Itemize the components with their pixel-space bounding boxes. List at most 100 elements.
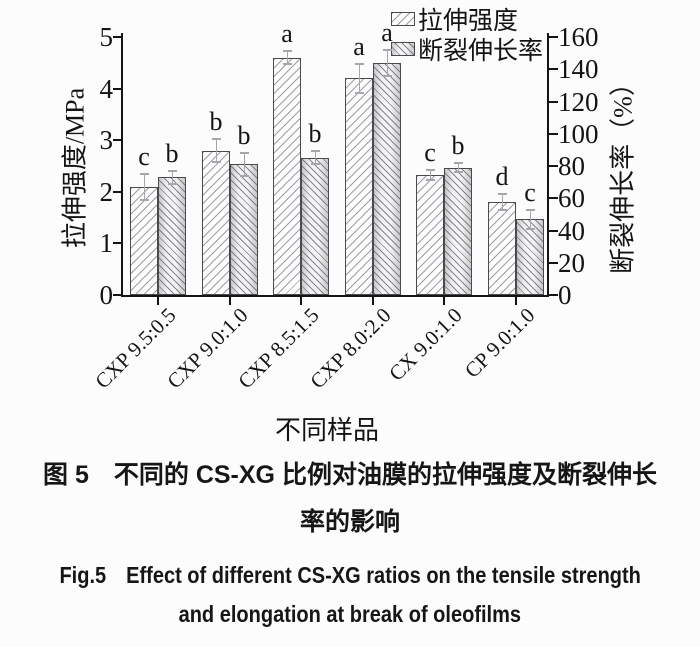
error-bar-cap-bottom — [311, 163, 320, 166]
error-bar — [458, 162, 459, 173]
error-bar-cap-top — [240, 152, 249, 155]
significance-letter: c — [424, 137, 436, 167]
error-bar-cap-top — [454, 161, 463, 164]
error-bar-cap-top — [283, 50, 292, 53]
bar-tensile-4 — [345, 78, 373, 295]
error-bar — [430, 169, 431, 180]
error-bar-cap-top — [526, 208, 535, 211]
right-axis-tick — [549, 294, 558, 296]
error-bar-cap-top — [311, 150, 320, 153]
legend-label-elongation: 断裂伸长率 — [418, 38, 544, 65]
x-axis-category-label: CP 9.0:1.0 — [459, 303, 539, 383]
left-axis-tick — [113, 87, 122, 90]
bar-elongation-2 — [230, 164, 258, 295]
x-axis-tick — [157, 297, 159, 305]
error-bar — [502, 194, 503, 210]
right-axis-tick — [549, 36, 558, 38]
bar-tensile-6 — [488, 202, 516, 295]
error-bar — [144, 173, 145, 200]
x-axis-tick — [300, 297, 302, 305]
legend-item-elongation: 断裂伸长率 — [391, 34, 544, 65]
legend-swatch-elongation-hatch-icon — [391, 42, 415, 56]
error-bar-cap-top — [426, 168, 435, 171]
right-axis-tick-label: 120 — [558, 86, 599, 117]
bar-tensile-5 — [416, 174, 444, 295]
left-axis-tick-label: 4 — [99, 73, 114, 104]
right-axis-tick — [549, 261, 558, 264]
left-axis-tick-label: 3 — [99, 125, 114, 156]
error-bar-cap-top — [212, 138, 221, 141]
bar-elongation-6 — [516, 219, 544, 295]
error-bar-cap-bottom — [426, 178, 435, 181]
x-axis-title: 不同样品 — [274, 416, 380, 445]
bar-elongation-4 — [373, 62, 401, 295]
error-bar-cap-bottom — [454, 171, 463, 174]
error-bar-cap-bottom — [355, 91, 364, 94]
left-axis-tick-label: 5 — [99, 22, 114, 52]
significance-letter: c — [138, 141, 150, 171]
significance-letter: b — [209, 107, 223, 137]
right-axis-tick — [549, 197, 558, 200]
significance-letter: a — [381, 17, 393, 47]
x-axis-tick — [443, 297, 445, 305]
legend-label-tensile: 拉伸强度 — [418, 8, 519, 35]
left-axis-tick-label: 0 — [99, 280, 114, 310]
error-bar-cap-top — [140, 172, 149, 175]
significance-letter: b — [165, 138, 179, 168]
x-axis-tick — [515, 297, 517, 305]
error-bar-cap-top — [383, 48, 392, 51]
significance-letter: d — [495, 162, 509, 192]
right-axis-tick — [549, 100, 558, 103]
error-bar-cap-bottom — [526, 227, 535, 230]
right-axis-tick-label: 0 — [558, 280, 572, 310]
right-axis-tick — [549, 68, 558, 71]
left-axis-tick — [113, 139, 122, 142]
right-axis-tick — [549, 165, 558, 167]
right-axis-tick-label: 160 — [558, 22, 599, 52]
error-bar-cap-bottom — [283, 62, 292, 65]
x-axis-category-label: CX 9.0:1.0 — [384, 303, 467, 386]
left-axis-tick — [113, 294, 122, 296]
error-bar-cap-bottom — [212, 160, 221, 163]
error-bar-cap-bottom — [498, 208, 507, 211]
legend: 拉伸强度 断裂伸长率 — [391, 4, 544, 65]
error-bar — [287, 51, 288, 64]
left-axis-tick — [113, 36, 122, 38]
significance-letter: a — [353, 31, 365, 61]
significance-letter: c — [524, 177, 536, 207]
legend-swatch-tensile-hatch-icon — [391, 12, 415, 26]
x-axis-tick — [372, 297, 374, 305]
error-bar — [359, 63, 360, 93]
right-axis-tick — [549, 132, 558, 135]
significance-letter: b — [308, 119, 322, 149]
right-axis-tick-label: 100 — [558, 118, 599, 149]
x-axis-tick — [229, 297, 231, 305]
error-bar-cap-bottom — [240, 174, 249, 177]
error-bar-cap-top — [168, 169, 177, 172]
caption-cn-line2: 率的影响 — [299, 508, 400, 536]
bar-tensile-3 — [273, 57, 301, 295]
right-axis-tick-label: 60 — [558, 183, 585, 214]
left-axis-tick-label: 1 — [99, 228, 114, 259]
right-axis-line — [547, 33, 549, 297]
error-bar-cap-bottom — [140, 198, 149, 201]
left-axis-line — [121, 33, 123, 297]
bar-elongation-5 — [444, 167, 472, 295]
right-axis-tick-label: 140 — [558, 54, 599, 85]
left-axis-tick-label: 2 — [99, 176, 114, 207]
bar-elongation-1 — [158, 177, 186, 295]
error-bar — [244, 153, 245, 176]
error-bar-cap-top — [498, 193, 507, 196]
significance-letter: b — [237, 121, 251, 151]
caption-cn-line1: 图 5 不同的 CS-XG 比例对油膜的拉伸强度及断裂伸长 — [43, 461, 657, 489]
error-bar — [315, 151, 316, 165]
bar-elongation-3 — [301, 157, 329, 295]
left-axis-title: 拉伸强度/MPa — [60, 87, 90, 249]
left-axis-tick — [113, 190, 122, 193]
error-bar-cap-top — [355, 62, 364, 65]
error-bar — [172, 170, 173, 184]
right-axis-tick-label: 40 — [558, 215, 585, 246]
error-bar-cap-bottom — [383, 74, 392, 77]
right-axis-tick — [549, 229, 558, 232]
